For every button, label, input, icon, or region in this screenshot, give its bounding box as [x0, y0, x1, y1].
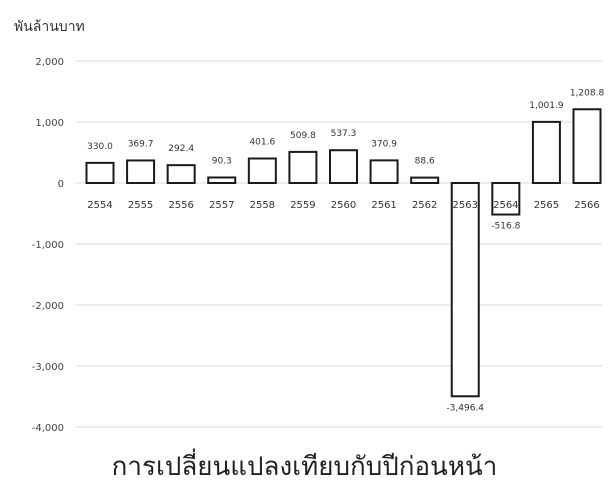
y-tick-label: -2,000 — [32, 301, 64, 312]
data-label: 509.8 — [290, 131, 316, 141]
data-label: 1,208.8 — [570, 88, 605, 98]
x-tick-label: 2566 — [574, 200, 599, 211]
data-label: 292.4 — [168, 144, 194, 154]
data-label: 88.6 — [415, 157, 435, 167]
bar — [247, 157, 277, 184]
x-tick-label: 2554 — [87, 200, 112, 211]
bar — [288, 150, 318, 185]
y-tick-label: 2,000 — [35, 57, 64, 68]
bar — [450, 182, 480, 398]
chart-footer-title: การเปลี่ยนแปลงเทียบกับปีก่อนหน้า — [111, 452, 498, 482]
x-tick-label: 2561 — [371, 200, 396, 211]
y-tick-label: 1,000 — [35, 118, 64, 129]
y-axis-unit-label: พันล้านบาท — [14, 19, 85, 35]
bar — [166, 164, 196, 185]
data-label: -3,496.4 — [446, 403, 484, 413]
y-tick-label: -3,000 — [32, 362, 64, 373]
data-label: 90.3 — [212, 156, 232, 166]
bar — [329, 149, 358, 184]
bar — [491, 182, 521, 216]
bar — [531, 120, 561, 184]
x-tick-label: 2556 — [168, 200, 193, 211]
data-label: 537.3 — [331, 129, 357, 139]
x-tick-label: 2560 — [331, 200, 356, 211]
x-tick-label: 2557 — [209, 200, 234, 211]
bar — [126, 159, 156, 185]
x-tick-label: 2565 — [534, 200, 559, 211]
x-tick-label: 2555 — [128, 200, 153, 211]
bar — [369, 159, 399, 185]
data-label: 1,001.9 — [529, 101, 564, 111]
data-label: -516.8 — [491, 222, 520, 232]
x-tick-label: 2562 — [412, 200, 437, 211]
y-tick-label: -4,000 — [32, 423, 64, 434]
y-tick-label: 0 — [58, 179, 64, 190]
x-tick-label: 2563 — [453, 200, 478, 211]
data-label: 330.0 — [87, 142, 113, 152]
y-tick-label: -1,000 — [32, 240, 64, 251]
x-tick-label: 2564 — [493, 200, 518, 211]
bar — [572, 108, 602, 184]
x-tick-label: 2558 — [250, 200, 275, 211]
x-tick-label: 2559 — [290, 200, 315, 211]
data-label: 369.7 — [128, 139, 154, 149]
data-label: 370.9 — [371, 139, 397, 149]
data-label: 401.6 — [249, 138, 275, 148]
bar — [410, 176, 440, 184]
bar — [207, 176, 237, 184]
bar — [85, 161, 115, 184]
